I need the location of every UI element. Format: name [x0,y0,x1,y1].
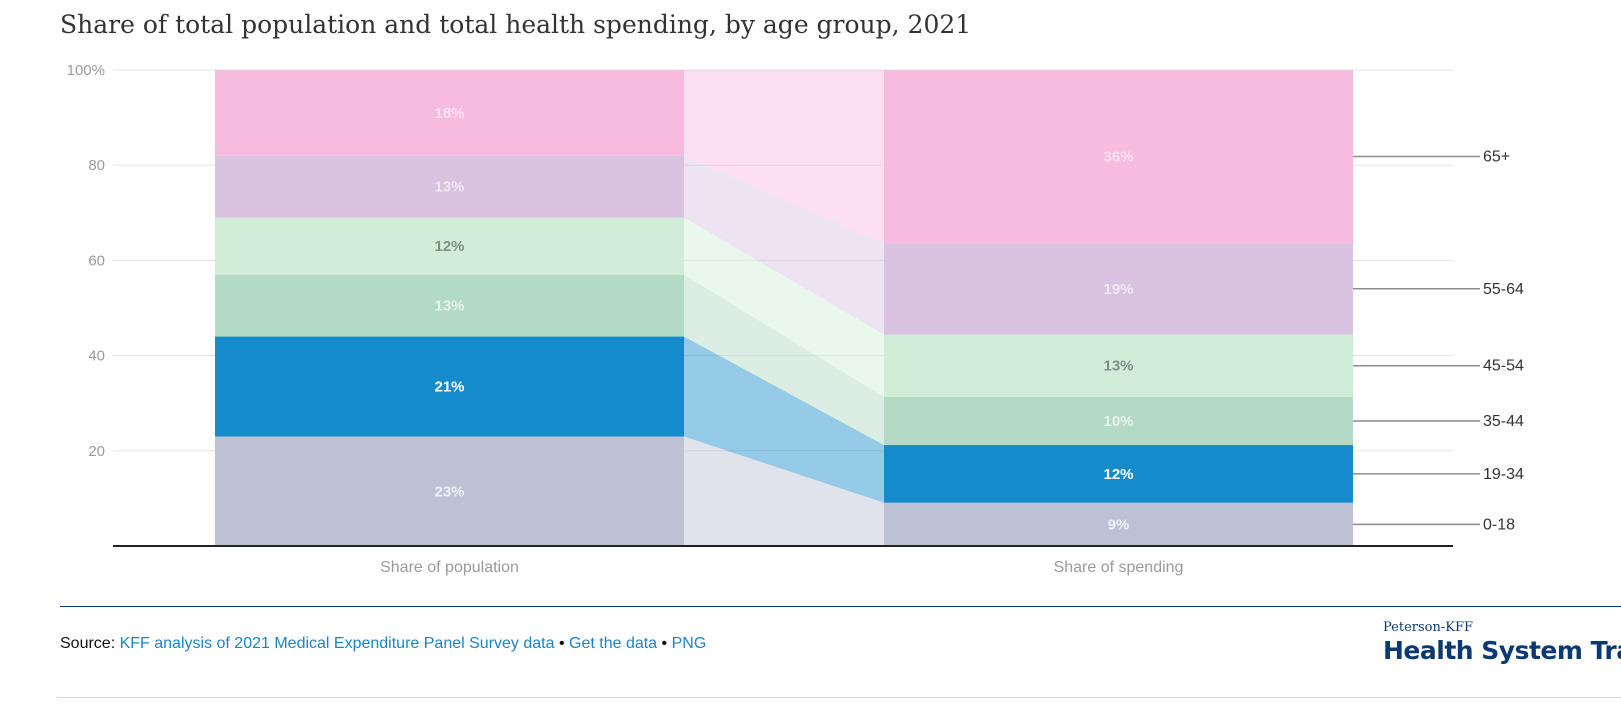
y-tick-label: 60 [88,252,105,269]
brand-logo[interactable]: Peterson-KFF Health System Tracker [1383,620,1621,666]
data-label: 21% [434,379,464,396]
legend-label: 19-34 [1483,466,1524,483]
source-line: Source: KFF analysis of 2021 Medical Exp… [60,635,706,653]
y-tick-label: 100% [67,62,105,79]
brand-big-text: Health System Tracker [1383,636,1621,665]
bar-segment-45-54[interactable] [215,217,684,275]
data-label: 19% [1103,281,1133,298]
legend-label: 65+ [1483,149,1510,166]
y-tick-label: 80 [88,157,105,174]
legend-label: 0-18 [1483,516,1515,533]
bar-segment-19-34[interactable] [215,336,684,437]
bar-segment-0-18[interactable] [215,436,684,546]
footer-divider [60,606,1621,607]
x-category-label: Share of population [380,559,519,576]
bar-segment-65+[interactable] [215,70,684,156]
data-label: 13% [434,298,464,315]
chart-title: Share of total population and total heal… [60,10,972,39]
legend-label: 55-64 [1483,281,1524,298]
data-labels: 23% 21% 13% 12% 13% 18% 9% 12% 10% 13% 19% 36% [434,105,1133,534]
bar-segment-35-44[interactable] [884,396,1353,446]
stacked-bar-chart: 23% 21% 13% 12% 13% 18% 9% 12% 10% 13% 19% 36% 20 40… [67,62,1524,576]
source-prefix: Source: [60,635,116,652]
separator: • [558,635,565,652]
get-data-link[interactable]: Get the data [569,635,658,652]
connector-55-64 [684,155,884,335]
brand-small-text: Peterson-KFF [1383,620,1474,635]
separator: • [661,635,668,652]
data-label: 36% [1103,149,1133,166]
bar-segment-45-54[interactable] [884,334,1353,397]
bar-segment-19-34[interactable] [884,445,1353,503]
bars [215,70,1353,546]
band-connectors [684,70,884,546]
bar-segment-35-44[interactable] [215,274,684,337]
axes: 20 40 60 80 100% Share of population Share of … [67,62,1453,576]
connector-45-54 [684,217,884,397]
data-label: 23% [434,483,464,500]
connector-65+ [684,70,884,244]
y-tick-label: 20 [88,443,105,460]
x-category-label: Share of spending [1054,559,1184,576]
bar-segment-55-64[interactable] [215,155,684,218]
png-link[interactable]: PNG [671,635,707,652]
connector-35-44 [684,274,884,446]
data-label: 12% [434,238,464,255]
legend-label: 35-44 [1483,413,1524,430]
data-label: 18% [434,105,464,122]
data-label: 12% [1103,466,1133,483]
connector-0-18 [684,436,884,546]
data-label: 13% [1103,358,1133,375]
direct-legend: 0-18 19-34 35-44 45-54 55-64 65+ [1353,149,1524,533]
bottom-divider [57,697,1621,698]
source-link[interactable]: KFF analysis of 2021 Medical Expenditure… [119,635,555,652]
y-tick-label: 40 [88,348,105,365]
bar-segment-0-18[interactable] [884,502,1353,546]
legend-label: 45-54 [1483,358,1524,375]
connector-19-34 [684,336,884,503]
bar-segment-65+[interactable] [884,70,1353,244]
bar-segment-55-64[interactable] [884,243,1353,335]
data-label: 13% [434,179,464,196]
data-label: 9% [1108,516,1130,533]
data-label: 10% [1103,413,1133,430]
